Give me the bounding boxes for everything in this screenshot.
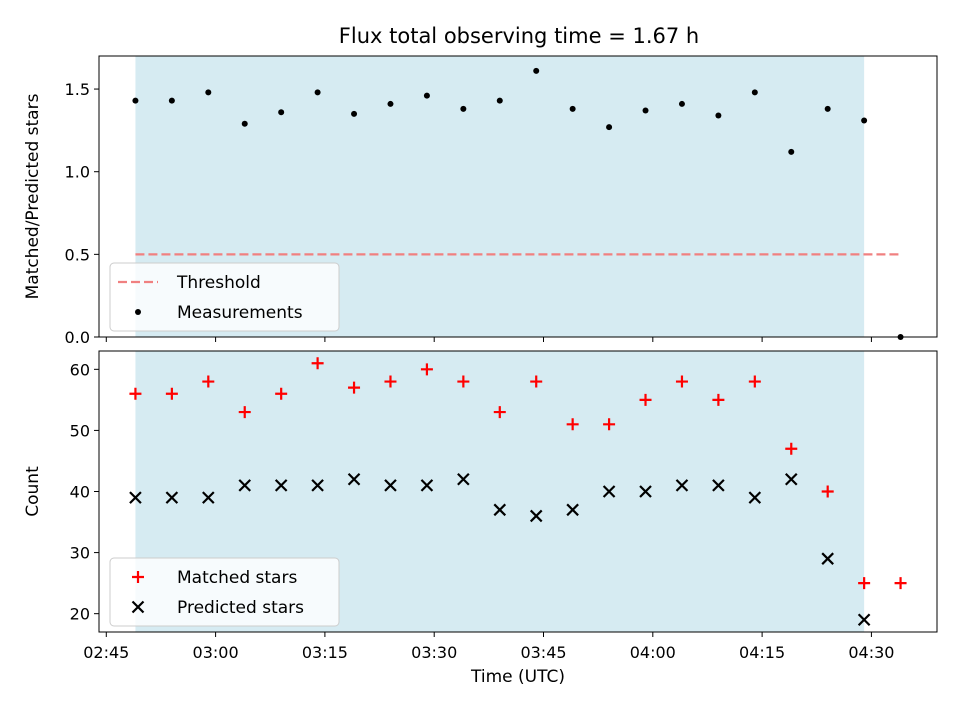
count-panel-series0-point [603, 418, 616, 431]
ratio-panel-series0-point [278, 109, 285, 116]
count-panel-series0-point [384, 375, 397, 388]
count-panel-x-tick-label: 04:00 [630, 643, 676, 662]
count-panel-series0-point [348, 381, 361, 394]
ratio-panel-series0-point [606, 124, 613, 131]
ratio-panel-series0-point [387, 100, 394, 107]
count-panel-y-tick-label: 40 [70, 483, 90, 502]
count-panel-series0-point [457, 375, 470, 388]
count-panel-series0-point [129, 387, 142, 400]
count-panel-series0-point [821, 485, 834, 498]
count-panel-legend-series0-swatch [132, 571, 144, 583]
ratio-panel-series0-point [314, 89, 321, 96]
count-panel-y-tick-label: 30 [70, 544, 90, 563]
count-panel-series1-point [566, 503, 579, 517]
count-panel-series1-point [529, 509, 543, 523]
ratio-panel-y-tick-label: 0.0 [65, 328, 90, 347]
ratio-panel-series0-point [241, 120, 248, 127]
count-panel-series1-point [384, 479, 397, 492]
count-panel-series1-point [238, 479, 252, 492]
count-panel-legend-series0-label: Matched stars [177, 568, 297, 588]
ratio-panel-y-tick-label: 1.0 [65, 163, 90, 182]
ratio-panel-legend-series0-swatch [135, 309, 141, 315]
ratio-panel-series0-point [460, 105, 467, 112]
ratio-panel-legend-box [109, 262, 340, 332]
count-panel-x-tick-label: 04:15 [739, 643, 785, 662]
count-panel-series0-point [165, 387, 178, 400]
ratio-panel-y-tick-label: 0.5 [65, 245, 90, 264]
ratio-panel-series0-point [678, 100, 685, 107]
count-panel-series0-point [202, 375, 215, 388]
ratio-panel-series0-point [861, 117, 868, 124]
count-panel-series0-point [894, 577, 907, 590]
count-panel-series0-point [675, 375, 688, 388]
count-panel-x-tick-label: 03:15 [302, 643, 348, 662]
count-panel-series0-point [639, 393, 652, 406]
count-panel-series1-point [420, 479, 434, 492]
count-panel-series0-point [238, 406, 251, 419]
count-panel-series1-point [347, 473, 361, 486]
ratio-panel-series0-point [751, 89, 758, 96]
count-panel-x-tick-label: 03:00 [193, 643, 239, 662]
count-panel-series1-point [274, 479, 288, 492]
count-panel-series0-point [311, 357, 324, 370]
ratio-panel-series0-point [205, 89, 212, 96]
ratio-panel-series0-point [788, 148, 795, 155]
count-panel-series1-point [493, 503, 507, 517]
count-panel-series1-point [129, 491, 142, 504]
count-panel-series0-point [566, 418, 579, 431]
count-panel-series1-point [712, 479, 725, 492]
count-panel-series1-point [602, 485, 616, 498]
ratio-panel-series0-point [351, 110, 358, 117]
ratio-panel-axes-frame [98, 55, 938, 338]
count-panel-series1-point [748, 491, 762, 504]
count-panel-legend-series1-label: Predicted stars [177, 598, 304, 618]
count-panel-legend-box [109, 557, 340, 627]
ratio-panel-series0-point [496, 97, 503, 104]
count-panel-series1-point [202, 491, 215, 504]
ratio-panel-y-axis-label: Matched/Predicted stars [23, 93, 43, 299]
count-panel-x-tick-label: 03:30 [411, 643, 457, 662]
count-panel-series0-point [275, 387, 288, 400]
count-panel-series0-point [420, 363, 433, 376]
count-panel-series0-point [493, 406, 506, 419]
count-panel-series1-point [784, 473, 798, 486]
count-panel-y-tick-label: 20 [70, 605, 90, 624]
ratio-panel-legend-threshold-label: Threshold [176, 273, 261, 293]
count-panel-series1-point [165, 491, 179, 504]
count-panel-y-tick-label: 60 [70, 360, 90, 379]
ratio-panel-series0-point [715, 112, 722, 119]
count-panel-series0-point [712, 393, 725, 406]
count-panel-series1-point [821, 552, 834, 565]
ratio-panel-series0-point [132, 97, 139, 104]
ratio-panel-series0-point [423, 92, 430, 99]
count-panel-series1-point [639, 485, 652, 498]
count-panel-series1-point [311, 479, 324, 492]
count-panel-x-tick-label: 03:45 [520, 643, 566, 662]
ratio-panel-series0-point [824, 105, 831, 112]
count-panel-legend-series1-swatch [131, 600, 145, 614]
count-panel-series1-point [857, 613, 871, 627]
count-panel-series1-point [457, 473, 470, 486]
ratio-panel-legend-series0-label: Measurements [177, 303, 303, 323]
count-panel-x-tick-label: 04:30 [848, 643, 894, 662]
count-panel-series0-point [748, 375, 761, 388]
ratio-panel-series0-point [168, 97, 175, 104]
count-panel-series0-point [530, 375, 543, 388]
count-panel-x-tick-label: 02:45 [83, 643, 129, 662]
ratio-panel-series0-point [642, 107, 649, 114]
count-panel-y-tick-label: 50 [70, 421, 90, 440]
ratio-panel-y-tick-label: 1.5 [65, 80, 90, 99]
count-panel-series0-point [785, 442, 798, 455]
count-panel-series0-point [858, 577, 871, 590]
count-panel-series1-point [675, 479, 689, 492]
ratio-panel-series0-point [533, 67, 540, 74]
count-panel-y-axis-label: Count [23, 466, 43, 517]
ratio-panel-series0-point [569, 105, 576, 112]
count-panel-x-axis-label: Time (UTC) [470, 667, 565, 687]
chart-title: Flux total observing time = 1.67 h [339, 24, 699, 48]
